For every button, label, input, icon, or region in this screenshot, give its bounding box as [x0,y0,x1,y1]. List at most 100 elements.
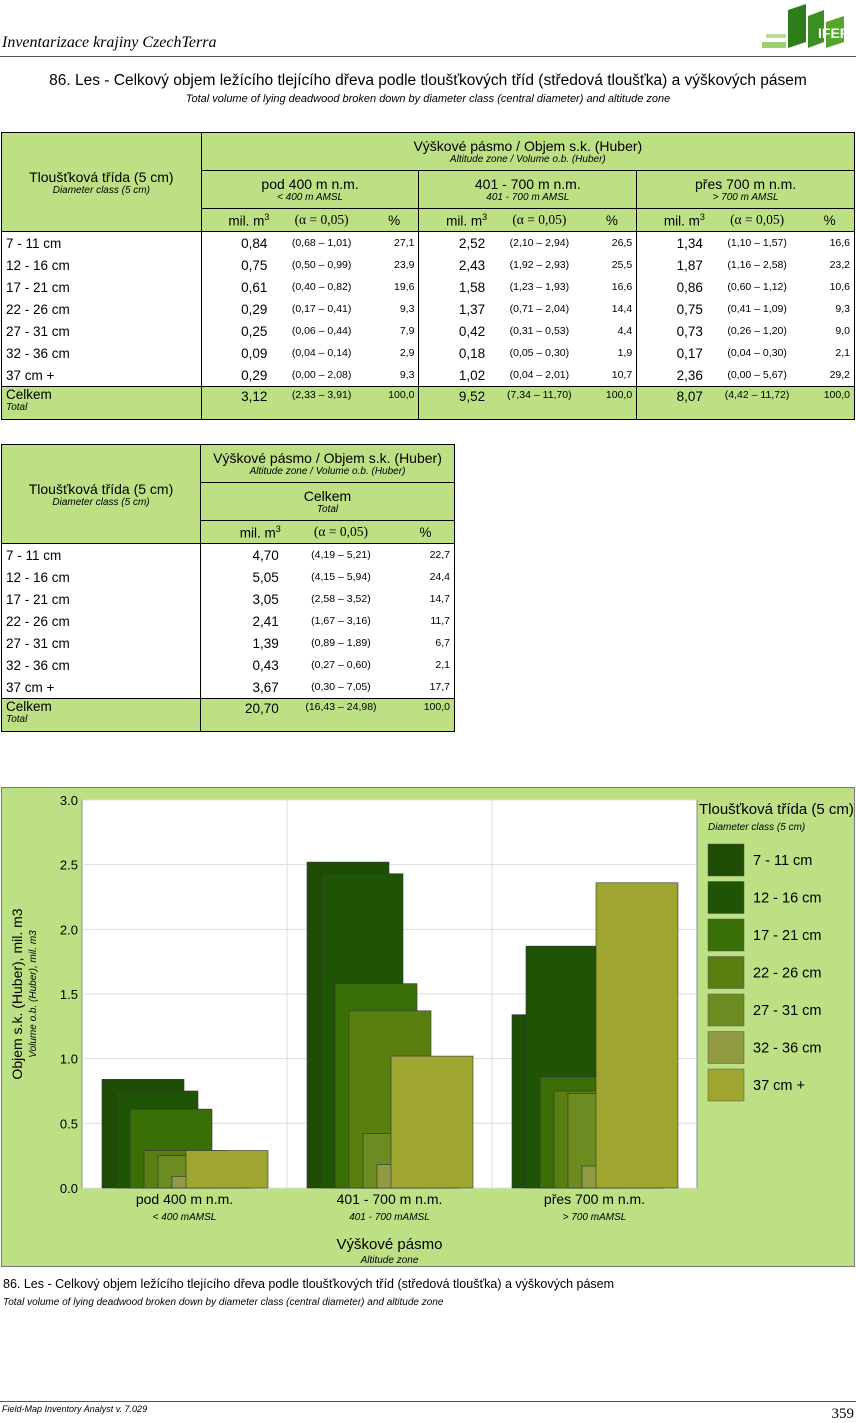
legend-swatch-2 [707,918,745,952]
volume-value: 0,18 [458,345,486,361]
percent-value: 10,6 [805,276,856,298]
legend-swatch-4 [707,993,745,1027]
confidence-interval: (1,67 – 3,16) [311,615,371,627]
page-number: 359 [831,1406,855,1422]
confidence-interval: (0,06 – 0,44) [291,325,352,337]
column-header-total: Celkem Total [200,482,455,521]
volume-value: 0,29 [241,301,268,317]
confidence-interval: (0,04 – 0,30) [727,347,787,359]
confidence-interval: (0,05 – 0,30) [509,347,570,359]
x-tick-label-en: > 700 mAMSL [563,1212,627,1223]
percent-value: 23,9 [369,254,420,276]
legend-label: 17 - 21 cm [753,928,822,944]
x-tick-label: přes 700 m n.m. [544,1191,645,1207]
unit-header: mil. m3 [200,208,274,232]
confidence-interval: (2,58 – 3,52) [311,593,371,605]
legend-title: Tloušťková třída (5 cm) [699,801,854,818]
percent-value: 22,7 [397,543,456,566]
confidence-interval: (0,71 – 2,04) [509,303,570,315]
ifer-logo: IFER [762,4,850,48]
volume-value: 1,02 [458,367,486,383]
column-header-2: přes 700 m n.m. > 700 m AMSL [636,170,855,209]
total-label: Celkem [6,387,52,402]
total-confidence-interval: (16,43 – 24,98) [284,698,398,732]
confidence-interval: (0,00 – 2,08) [291,369,352,381]
alpha-header: (α = 0,05) [273,208,370,232]
table-row: 27 - 31 cm 0,25 (0,06 – 0,44) 7,9 0,42 (0,31 … [1,320,856,342]
volume-value: 1,58 [458,279,486,295]
table-row: 37 cm + 3,67 (0,30 – 7,05) 17,7 [1,676,456,699]
column-header-1: 401 - 700 m n.m. 401 - 700 m AMSL [418,170,638,209]
percent-header: % [369,208,420,232]
percent-value: 26,5 [587,231,638,254]
volume-value: 0,84 [241,235,268,251]
group-header: Výškové pásmo / Objem s.k. (Huber) [213,450,442,466]
y-tick-label: 1.0 [60,1052,78,1067]
percent-value: 11,7 [397,610,456,632]
x-axis-title-en: Altitude zone [360,1255,419,1266]
confidence-interval: (0,27 – 0,60) [311,659,371,671]
table-row: 22 - 26 cm 2,41 (1,67 – 3,16) 11,7 [1,610,456,632]
confidence-interval: (1,10 – 1,57) [727,237,787,249]
percent-value: 23,2 [805,254,856,276]
confidence-interval: (0,04 – 2,01) [509,369,570,381]
total-confidence-interval: (7,34 – 11,70) [491,386,588,420]
legend-label: 12 - 16 cm [753,891,822,907]
diameter-class-label: 32 - 36 cm [1,342,202,364]
y-tick-label: 1.5 [60,987,78,1002]
total-label-cell: Celkem Total [1,698,201,732]
percent-value: 6,7 [397,632,456,654]
x-tick-label: 401 - 700 m n.m. [337,1191,443,1207]
header-divider [0,56,856,57]
percent-value: 10,7 [587,364,638,387]
volume-value: 0,75 [241,257,268,273]
table-row: 12 - 16 cm 5,05 (4,15 – 5,94) 24,4 [1,566,456,588]
total-volume: 3,12 [201,386,274,420]
row-header: Tloušťková třída (5 cm) [29,168,174,185]
table-row: 12 - 16 cm 0,75 (0,50 – 0,99) 23,9 2,43 (1,92… [1,254,856,276]
legend-swatch-1 [707,881,745,914]
total-row: Celkem Total 3,12 (2,33 – 3,91) 100,0 9,52 (7,… [1,386,856,420]
bar-1-6 [390,1055,474,1189]
total-label-en: Total [6,402,28,413]
volume-value: 0,42 [458,323,486,339]
legend-label: 22 - 26 cm [753,966,822,982]
confidence-interval: (0,60 – 1,12) [727,281,787,293]
bar-0-6 [185,1150,269,1189]
row-header-en: Diameter class (5 cm) [52,184,150,196]
footer-divider [0,1401,856,1402]
volume-value: 1,34 [676,235,703,251]
table-row: 17 - 21 cm 0,61 (0,40 – 0,82) 19,6 1,58 (1,23… [1,276,856,298]
x-tick-label: pod 400 m n.m. [136,1191,233,1207]
diameter-class-label: 17 - 21 cm [1,276,202,298]
column-label-en: > 700 m AMSL [712,192,779,203]
unit-header: mil. m3 [199,520,285,544]
volume-value: 3,67 [252,679,279,695]
total-confidence-interval: (4,42 – 11,72) [708,386,806,420]
group-header: Výškové pásmo / Objem s.k. (Huber) [413,138,643,154]
group-header-en: Altitude zone / Volume o.b. (Huber) [249,466,406,477]
total-percent: 100,0 [369,386,420,420]
percent-value: 9,3 [369,364,420,387]
total-label: Celkem [6,699,52,714]
row-header-cell: Tloušťková třída (5 cm) Diameter class (… [1,444,201,544]
column-label: přes 700 m n.m. [695,176,797,192]
percent-value: 24,4 [397,566,456,588]
table-row: 7 - 11 cm 0,84 (0,68 – 1,01) 27,1 2,52 (2,10 … [1,231,856,254]
table-row: 32 - 36 cm 0,09 (0,04 – 0,14) 2,9 0,18 (0,05 … [1,342,856,364]
table-row: 17 - 21 cm 3,05 (2,58 – 3,52) 14,7 [1,588,456,610]
column-label: 401 - 700 m n.m. [474,176,581,192]
diameter-class-label: 37 cm + [1,676,201,699]
group-header-cell: Výškové pásmo / Objem s.k. (Huber) Altit… [200,444,455,483]
diameter-class-label: 17 - 21 cm [1,588,201,610]
table-row: 37 cm + 0,29 (0,00 – 2,08) 9,3 1,02 (0,04 – 2… [1,364,856,387]
diameter-class-label: 27 - 31 cm [1,632,201,654]
confidence-interval: (0,17 – 0,41) [291,303,352,315]
confidence-interval: (0,41 – 1,09) [727,303,787,315]
diameter-class-label: 37 cm + [1,364,202,387]
legend-swatch-0 [707,843,745,877]
unit-header: mil. m3 [418,208,492,232]
alpha-header: (α = 0,05) [708,208,806,232]
y-tick-label: 0.0 [60,1181,78,1196]
volume-value: 0,43 [252,657,279,673]
